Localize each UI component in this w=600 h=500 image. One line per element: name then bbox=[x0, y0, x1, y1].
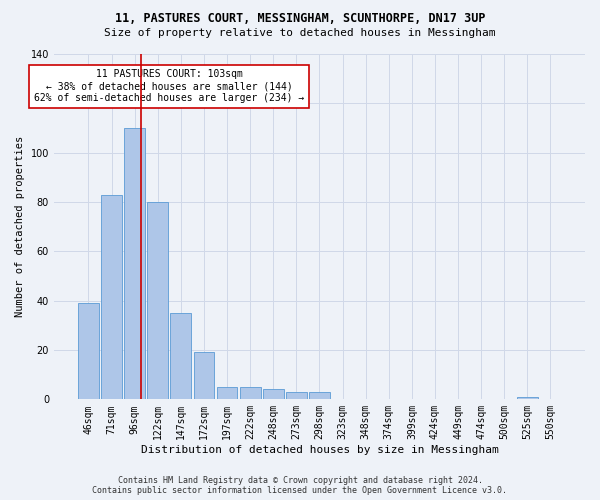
Bar bbox=[309, 392, 330, 400]
Bar bbox=[517, 397, 538, 400]
Bar bbox=[170, 313, 191, 400]
Y-axis label: Number of detached properties: Number of detached properties bbox=[15, 136, 25, 318]
Bar bbox=[240, 387, 260, 400]
Bar bbox=[148, 202, 168, 400]
Bar bbox=[217, 387, 238, 400]
X-axis label: Distribution of detached houses by size in Messingham: Distribution of detached houses by size … bbox=[140, 445, 499, 455]
Text: Contains HM Land Registry data © Crown copyright and database right 2024.
Contai: Contains HM Land Registry data © Crown c… bbox=[92, 476, 508, 495]
Bar bbox=[263, 390, 284, 400]
Bar bbox=[78, 303, 99, 400]
Bar bbox=[124, 128, 145, 400]
Text: 11 PASTURES COURT: 103sqm
← 38% of detached houses are smaller (144)
62% of semi: 11 PASTURES COURT: 103sqm ← 38% of detac… bbox=[34, 70, 304, 102]
Bar bbox=[194, 352, 214, 400]
Bar bbox=[286, 392, 307, 400]
Text: 11, PASTURES COURT, MESSINGHAM, SCUNTHORPE, DN17 3UP: 11, PASTURES COURT, MESSINGHAM, SCUNTHOR… bbox=[115, 12, 485, 26]
Bar bbox=[101, 194, 122, 400]
Text: Size of property relative to detached houses in Messingham: Size of property relative to detached ho… bbox=[104, 28, 496, 38]
